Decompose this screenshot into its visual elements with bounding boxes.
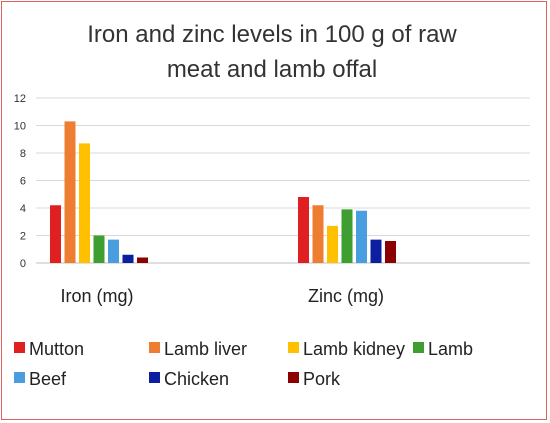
bar-lamb-kidney-iron: [79, 143, 90, 263]
bar-pork-zinc: [385, 241, 396, 263]
legend-swatch: [149, 372, 160, 383]
legend-label: Beef: [29, 369, 67, 389]
bar-chicken-zinc: [370, 239, 382, 263]
legend-label: Mutton: [29, 339, 84, 359]
bar-beef-zinc: [356, 210, 367, 263]
bar-beef-iron: [108, 239, 119, 263]
bar-lamb-kidney-zinc: [327, 225, 338, 263]
category-label: Zinc (mg): [308, 286, 384, 306]
legend-label: Pork: [303, 369, 341, 389]
y-axis-ticks: 0 2 4 6 8 10 12: [14, 93, 26, 270]
legend-swatch: [14, 372, 25, 383]
y-tick-label: 0: [20, 258, 26, 270]
legend-swatch: [14, 342, 25, 353]
legend-label: Lamb liver: [164, 339, 247, 359]
legend-label: Lamb: [428, 339, 473, 359]
legend: Mutton Lamb liver Lamb kidney Lamb Beef Chick…: [14, 339, 473, 389]
bars: [50, 121, 396, 263]
y-tick-label: 8: [20, 148, 26, 160]
legend-swatch: [288, 372, 299, 383]
legend-label: Chicken: [164, 369, 229, 389]
bar-mutton-iron: [50, 205, 61, 263]
bar-pork-iron: [137, 257, 148, 263]
bar-chicken-iron: [122, 254, 134, 263]
legend-swatch: [288, 342, 299, 353]
category-label: Iron (mg): [60, 286, 133, 306]
bar-lamb-iron: [93, 235, 105, 263]
chart-title-line-2: meat and lamb offal: [167, 56, 377, 83]
gridlines: [36, 97, 530, 264]
bar-lamb-liver-iron: [64, 121, 76, 263]
bar-lamb-liver-zinc: [312, 205, 324, 263]
bar-lamb-zinc: [341, 209, 353, 263]
y-tick-label: 12: [14, 93, 26, 105]
y-tick-label: 10: [14, 121, 26, 133]
y-tick-label: 2: [20, 231, 26, 243]
legend-swatch: [413, 342, 424, 353]
legend-swatch: [149, 342, 160, 353]
x-axis-categories: Iron (mg) Zinc (mg): [60, 286, 384, 306]
chart-title-line-1: Iron and zinc levels in 100 g of raw: [87, 21, 457, 48]
legend-label: Lamb kidney: [303, 339, 405, 359]
bar-mutton-zinc: [298, 197, 309, 263]
y-tick-label: 4: [20, 203, 26, 215]
y-tick-label: 6: [20, 176, 26, 188]
